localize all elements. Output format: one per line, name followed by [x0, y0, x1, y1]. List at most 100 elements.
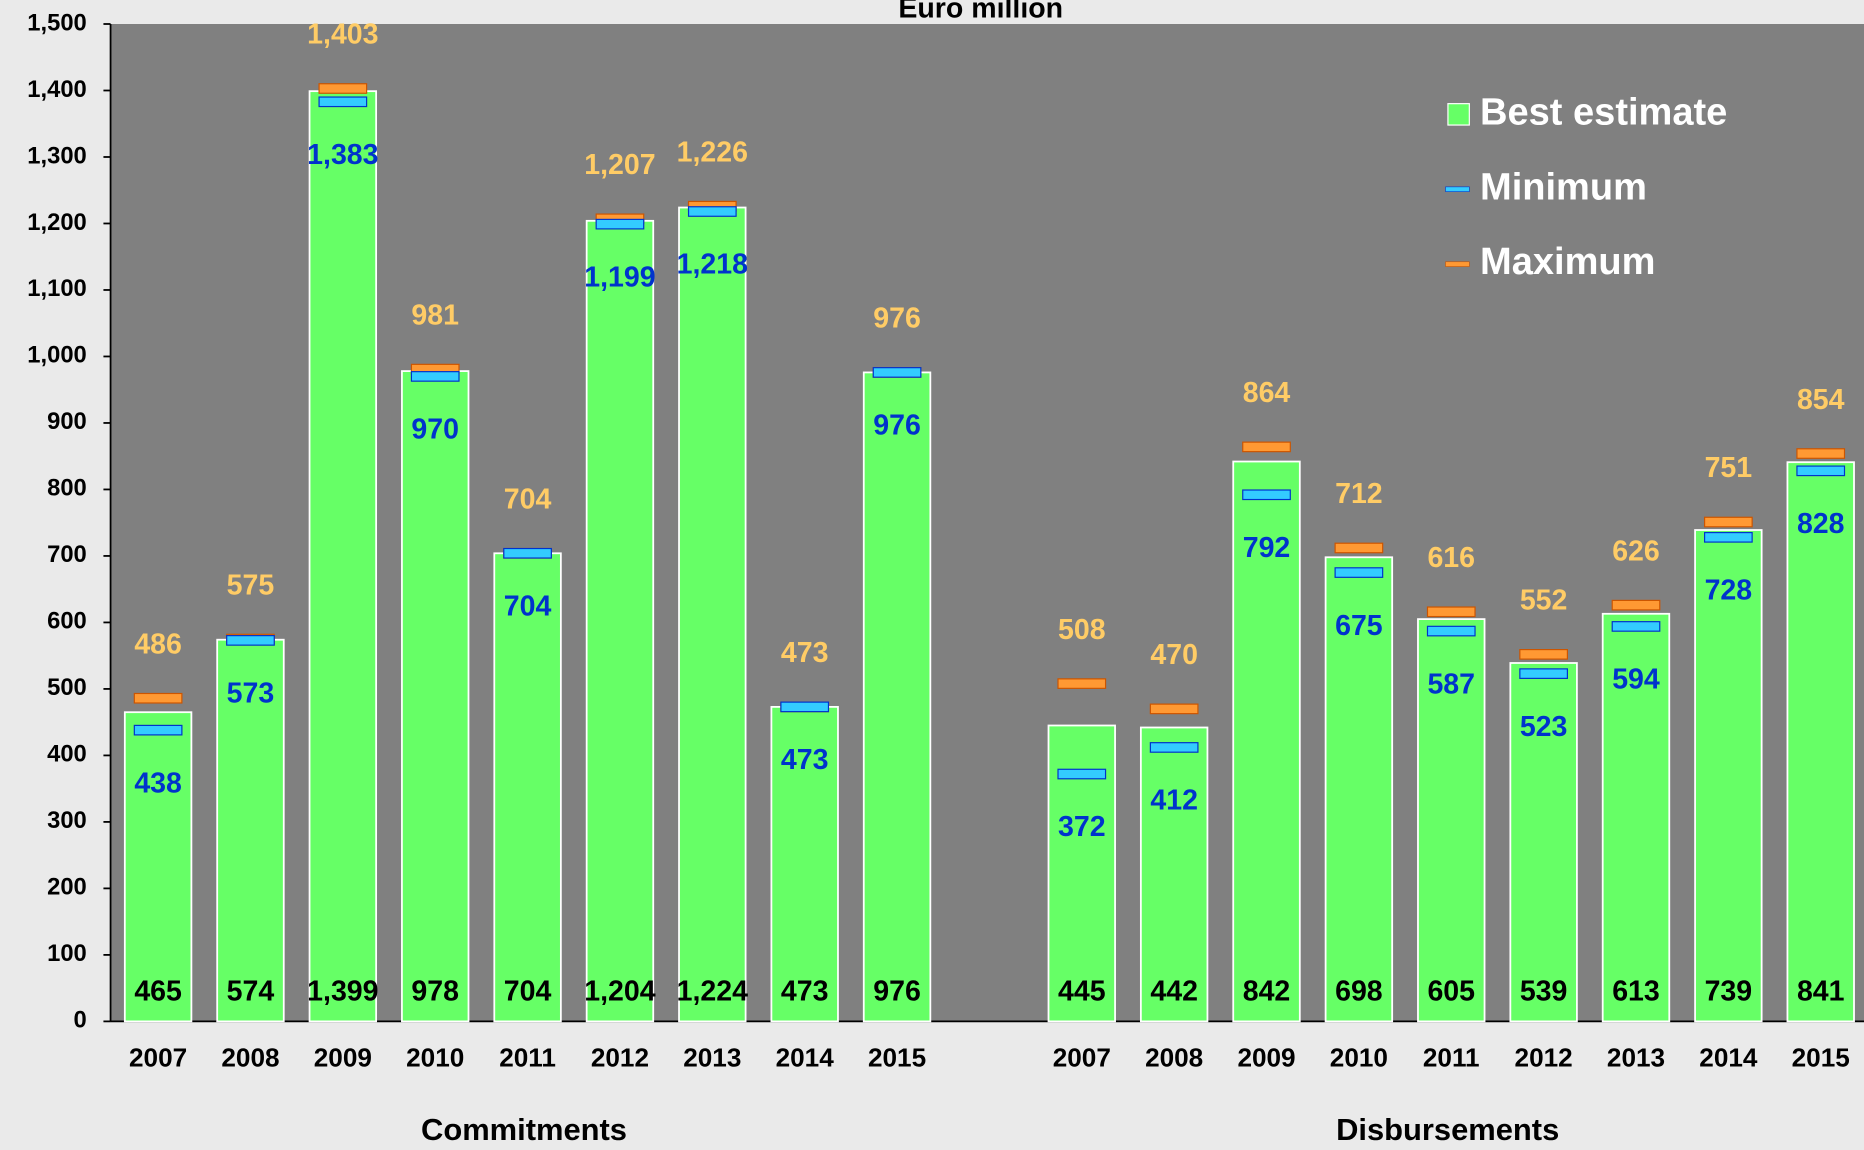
best-label: 613 — [1612, 975, 1660, 1007]
group-label: Commitments — [421, 1112, 627, 1147]
bar — [1232, 460, 1301, 1023]
y-tick-label: 500 — [47, 674, 87, 701]
max-marker — [1611, 599, 1661, 611]
max-label: 575 — [227, 569, 275, 601]
min-label: 594 — [1612, 664, 1660, 696]
x-tick-label: 2011 — [1423, 1042, 1480, 1072]
min-marker — [1334, 567, 1384, 578]
max-label: 1,403 — [307, 19, 378, 51]
min-label: 412 — [1150, 785, 1198, 817]
best-label: 539 — [1520, 975, 1568, 1007]
x-tick-label: 2007 — [1053, 1042, 1111, 1072]
y-tick-label: 700 — [47, 541, 87, 568]
x-tick-label: 2015 — [868, 1042, 926, 1072]
bar — [123, 711, 193, 1023]
best-label: 1,224 — [677, 975, 748, 1007]
bar — [862, 371, 932, 1023]
min-label: 675 — [1335, 610, 1383, 642]
legend-swatch — [1445, 186, 1470, 192]
y-tick-label: 100 — [47, 940, 87, 967]
y-tick-label: 1,200 — [27, 209, 86, 236]
y-tick-label: 600 — [47, 608, 87, 635]
bar — [1786, 461, 1855, 1023]
min-marker — [1149, 742, 1199, 753]
min-marker — [1057, 768, 1107, 780]
bar — [1694, 529, 1763, 1023]
x-tick-label: 2015 — [1792, 1042, 1850, 1072]
min-label: 587 — [1427, 668, 1475, 700]
best-label: 704 — [504, 975, 552, 1007]
max-label: 704 — [504, 484, 552, 516]
x-tick-label: 2012 — [591, 1042, 649, 1072]
min-marker — [595, 218, 645, 230]
y-tick-label: 0 — [74, 1007, 87, 1034]
y-tick-label: 800 — [47, 475, 87, 502]
x-tick-label: 2011 — [499, 1042, 556, 1072]
legend-label: Best estimate — [1480, 91, 1727, 133]
min-marker — [1611, 621, 1661, 632]
bar — [216, 638, 285, 1023]
min-marker — [318, 96, 368, 108]
best-label: 1,399 — [307, 975, 378, 1007]
y-tick-label: 1,500 — [27, 9, 86, 36]
min-label: 1,383 — [307, 139, 378, 171]
min-marker — [1796, 465, 1846, 477]
max-marker — [1796, 448, 1846, 459]
min-label: 372 — [1058, 811, 1106, 843]
max-marker — [1519, 648, 1568, 660]
max-label: 854 — [1797, 384, 1845, 416]
max-marker — [1334, 542, 1384, 554]
best-label: 473 — [781, 975, 829, 1007]
legend-swatch — [1447, 103, 1470, 126]
min-label: 828 — [1797, 508, 1845, 540]
y-tick-label: 1,000 — [27, 342, 86, 369]
min-label: 473 — [781, 744, 829, 776]
min-marker — [780, 701, 830, 713]
max-marker — [318, 83, 368, 94]
max-label: 473 — [781, 637, 829, 669]
max-marker — [1149, 703, 1199, 715]
best-label: 978 — [411, 975, 459, 1007]
min-label: 523 — [1520, 711, 1568, 743]
y-tick-label: 400 — [47, 741, 87, 768]
max-label: 976 — [873, 303, 921, 335]
max-marker — [1426, 606, 1476, 618]
max-label: 712 — [1335, 478, 1383, 510]
bar — [1324, 556, 1394, 1023]
best-label: 841 — [1797, 975, 1845, 1007]
max-label: 1,207 — [584, 149, 655, 181]
x-tick-label: 2014 — [1699, 1042, 1758, 1072]
legend-label: Minimum — [1480, 166, 1647, 208]
bar — [1139, 726, 1209, 1023]
x-tick-label: 2008 — [221, 1042, 279, 1072]
group-label: Disbursements — [1336, 1112, 1559, 1147]
x-tick-label: 2010 — [1330, 1042, 1388, 1072]
max-label: 470 — [1150, 639, 1198, 671]
bar — [1417, 618, 1486, 1023]
min-label: 1,199 — [584, 261, 655, 293]
x-tick-label: 2007 — [129, 1042, 187, 1072]
min-marker — [687, 206, 737, 217]
legend-label: Maximum — [1480, 241, 1655, 283]
x-tick-label: 2013 — [1607, 1042, 1665, 1072]
max-label: 981 — [411, 299, 459, 331]
x-tick-label: 2009 — [1237, 1042, 1295, 1072]
y-tick-label: 1,400 — [27, 76, 86, 103]
legend-swatch — [1445, 261, 1470, 267]
x-tick-label: 2010 — [406, 1042, 464, 1072]
min-marker — [1703, 531, 1753, 543]
best-label: 445 — [1058, 975, 1106, 1007]
max-label: 486 — [134, 628, 182, 660]
best-label: 842 — [1243, 975, 1291, 1007]
min-marker — [1426, 625, 1476, 637]
best-label: 698 — [1335, 975, 1383, 1007]
min-marker — [226, 635, 275, 646]
min-label: 970 — [411, 414, 459, 446]
max-marker — [133, 692, 183, 704]
bar — [493, 552, 562, 1023]
max-marker — [1703, 516, 1753, 528]
x-tick-label: 2008 — [1145, 1042, 1203, 1072]
y-tick-label: 200 — [47, 874, 87, 901]
